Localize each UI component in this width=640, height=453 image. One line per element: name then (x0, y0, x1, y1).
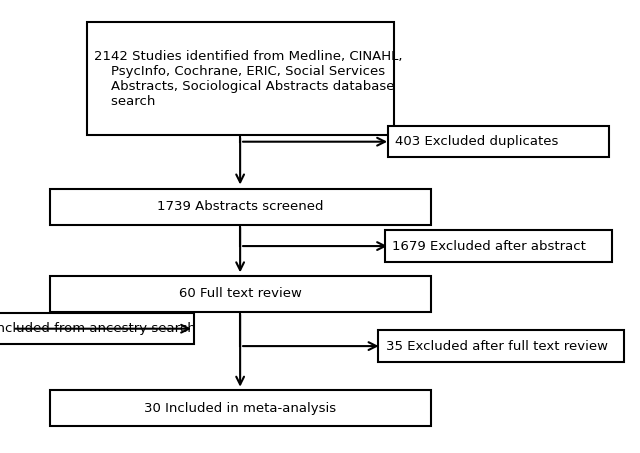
Text: 2142 Studies identified from Medline, CINAHL,
    PsycInfo, Cochrane, ERIC, Soci: 2142 Studies identified from Medline, CI… (94, 50, 403, 108)
Text: 1739 Abstracts screened: 1739 Abstracts screened (157, 200, 323, 213)
Text: 1679 Excluded after abstract: 1679 Excluded after abstract (392, 240, 586, 253)
FancyBboxPatch shape (378, 330, 624, 362)
FancyBboxPatch shape (388, 126, 609, 157)
FancyBboxPatch shape (0, 313, 194, 344)
Text: 35 Excluded after full text review: 35 Excluded after full text review (386, 340, 608, 352)
FancyBboxPatch shape (50, 390, 431, 426)
Text: 5 Included from ancestry search: 5 Included from ancestry search (0, 322, 196, 335)
Text: 403 Excluded duplicates: 403 Excluded duplicates (395, 135, 558, 148)
FancyBboxPatch shape (385, 231, 612, 262)
Text: 30 Included in meta-analysis: 30 Included in meta-analysis (144, 402, 336, 415)
FancyBboxPatch shape (50, 189, 431, 225)
FancyBboxPatch shape (86, 22, 394, 135)
FancyBboxPatch shape (50, 276, 431, 312)
Text: 60 Full text review: 60 Full text review (179, 287, 301, 300)
